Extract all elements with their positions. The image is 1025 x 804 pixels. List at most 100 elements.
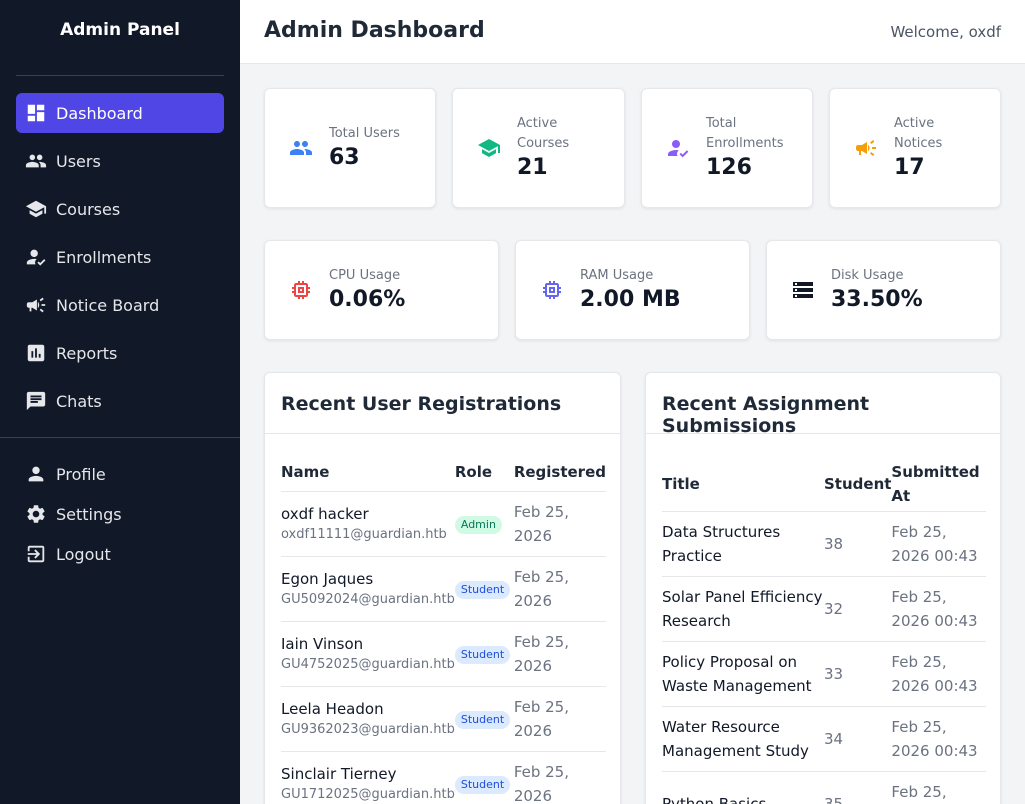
stat-value: 33.50%	[831, 287, 923, 312]
submitted-at: Feb 25, 2026	[891, 771, 986, 804]
role-badge: Student	[454, 645, 511, 664]
users-icon	[24, 149, 48, 173]
submitted-at: Feb 25, 2026 00:43	[891, 511, 986, 577]
assignment-title: Data Structures Practice	[662, 511, 824, 577]
graduation-cap-icon	[475, 134, 503, 162]
sidebar-item-label: Dashboard	[56, 103, 143, 123]
stat-label: Disk Usage	[831, 268, 904, 283]
table-row[interactable]: Sinclair Tierney GU1712025@guardian.htb S…	[281, 751, 606, 804]
table-row[interactable]: Leela Headon GU9362023@guardian.htb Stude…	[281, 686, 606, 752]
logout-icon	[24, 542, 48, 566]
assignment-title: Solar Panel Efficiency Research	[662, 576, 824, 642]
sidebar-item-chats[interactable]: Chats	[16, 381, 224, 421]
stat-value: 0.06%	[329, 287, 406, 312]
table-row[interactable]: Solar Panel Efficiency Research 32 Feb 2…	[662, 576, 986, 642]
registered-date: Feb 25, 2026	[513, 556, 606, 622]
sidebar-item-label: Users	[56, 151, 101, 171]
stat-label: CPU Usage	[329, 268, 401, 283]
table-row[interactable]: Data Structures Practice 38 Feb 25, 2026…	[662, 511, 986, 577]
student-id: 34	[824, 706, 892, 772]
megaphone-icon	[24, 293, 48, 317]
sidebar-item-logout[interactable]: Logout	[16, 534, 224, 574]
recent-registrations-panel: Recent User Registrations Name Role Regi…	[264, 372, 621, 804]
column-header-name: Name	[281, 453, 455, 492]
sidebar-divider	[16, 75, 224, 76]
user-name: Iain Vinson	[281, 634, 364, 653]
sidebar-item-label: Courses	[56, 199, 121, 219]
stat-card-ram-usage: RAM Usage 2.00 MB	[515, 240, 750, 340]
user-name: Egon Jaques	[281, 569, 374, 588]
stat-value: 17	[894, 155, 925, 180]
table-row[interactable]: Python Basics 35 Feb 25, 2026	[662, 771, 986, 804]
sidebar-item-label: Logout	[56, 544, 111, 564]
user-email: GU4752025@guardian.htb	[281, 656, 455, 672]
stat-card-total-enrollments: Total Enrollments 126	[641, 88, 813, 208]
sidebar-item-users[interactable]: Users	[16, 141, 224, 181]
welcome-text: Welcome, oxdf	[890, 23, 1001, 41]
stat-value: 2.00 MB	[580, 287, 681, 312]
registered-date: Feb 25, 2026	[513, 491, 606, 557]
student-id: 38	[824, 511, 892, 577]
sidebar-divider	[0, 437, 240, 438]
sidebar-item-label: Notice Board	[56, 295, 160, 315]
stat-label: RAM Usage	[580, 268, 654, 283]
student-id: 35	[824, 771, 892, 804]
stat-card-active-notices: Active Notices 17	[829, 88, 1001, 208]
role-badge: Student	[454, 710, 511, 729]
stat-value: 126	[706, 155, 752, 180]
user-email: GU5092024@guardian.htb	[281, 591, 455, 607]
user-name: Sinclair Tierney	[281, 764, 397, 783]
storage-icon	[789, 276, 817, 304]
stat-value: 63	[329, 145, 360, 170]
table-row[interactable]: Egon Jaques GU5092024@guardian.htb Studen…	[281, 556, 606, 622]
table-row[interactable]: oxdf hacker oxdf11111@guardian.htb Admin …	[281, 491, 606, 557]
table-row[interactable]: Policy Proposal on Waste Management 33 F…	[662, 641, 986, 707]
chip-icon	[287, 276, 315, 304]
panel-divider	[265, 433, 620, 434]
dashboard-icon	[24, 101, 48, 125]
stat-label: Active Notices	[894, 116, 943, 151]
column-header-role: Role	[454, 453, 514, 492]
sidebar-title: Admin Panel	[60, 20, 180, 40]
submitted-at: Feb 25, 2026 00:43	[891, 641, 986, 707]
stat-label: Total Enrollments	[706, 116, 784, 151]
registered-date: Feb 25, 2026	[513, 621, 606, 687]
sidebar-item-notice-board[interactable]: Notice Board	[16, 285, 224, 325]
stat-card-disk-usage: Disk Usage 33.50%	[766, 240, 1001, 340]
sidebar-item-courses[interactable]: Courses	[16, 189, 224, 229]
panel-title: Recent Assignment Submissions	[662, 393, 870, 437]
user-email: GU1712025@guardian.htb	[281, 786, 455, 802]
sidebar-item-reports[interactable]: Reports	[16, 333, 224, 373]
chat-icon	[24, 389, 48, 413]
stat-card-active-courses: Active Courses 21	[452, 88, 625, 208]
user-email: GU9362023@guardian.htb	[281, 721, 455, 737]
table-row[interactable]: Water Resource Management Study 34 Feb 2…	[662, 706, 986, 772]
sidebar-item-label: Reports	[56, 343, 118, 363]
stat-card-total-users: Total Users 63	[264, 88, 436, 208]
report-chart-icon	[24, 341, 48, 365]
sidebar-item-profile[interactable]: Profile	[16, 454, 224, 494]
sidebar-item-settings[interactable]: Settings	[16, 494, 224, 534]
assignment-title: Water Resource Management Study	[662, 706, 824, 772]
sidebar-item-dashboard[interactable]: Dashboard	[16, 93, 224, 133]
stat-value: 21	[517, 155, 548, 180]
topbar: Admin Dashboard Welcome, oxdf	[240, 0, 1025, 64]
page-title: Admin Dashboard	[264, 18, 485, 43]
registered-date: Feb 25, 2026	[513, 686, 606, 752]
stat-label: Total Users	[329, 126, 400, 141]
table-row[interactable]: Iain Vinson GU4752025@guardian.htb Studen…	[281, 621, 606, 687]
sidebar-item-enrollments[interactable]: Enrollments	[16, 237, 224, 277]
role-badge: Admin	[454, 515, 502, 534]
memory-icon	[538, 276, 566, 304]
user-check-icon	[664, 134, 692, 162]
sidebar-item-label: Profile	[56, 464, 106, 484]
column-header-title: Title	[662, 457, 824, 512]
megaphone-icon	[852, 134, 880, 162]
role-badge: Student	[454, 775, 511, 794]
assignment-title: Policy Proposal on Waste Management	[662, 641, 824, 707]
gear-icon	[24, 502, 48, 526]
panel-divider	[646, 433, 1000, 434]
column-header-submitted-at: Submitted At	[891, 457, 986, 512]
user-name: Leela Headon	[281, 699, 384, 718]
user-email: oxdf11111@guardian.htb	[281, 526, 447, 542]
